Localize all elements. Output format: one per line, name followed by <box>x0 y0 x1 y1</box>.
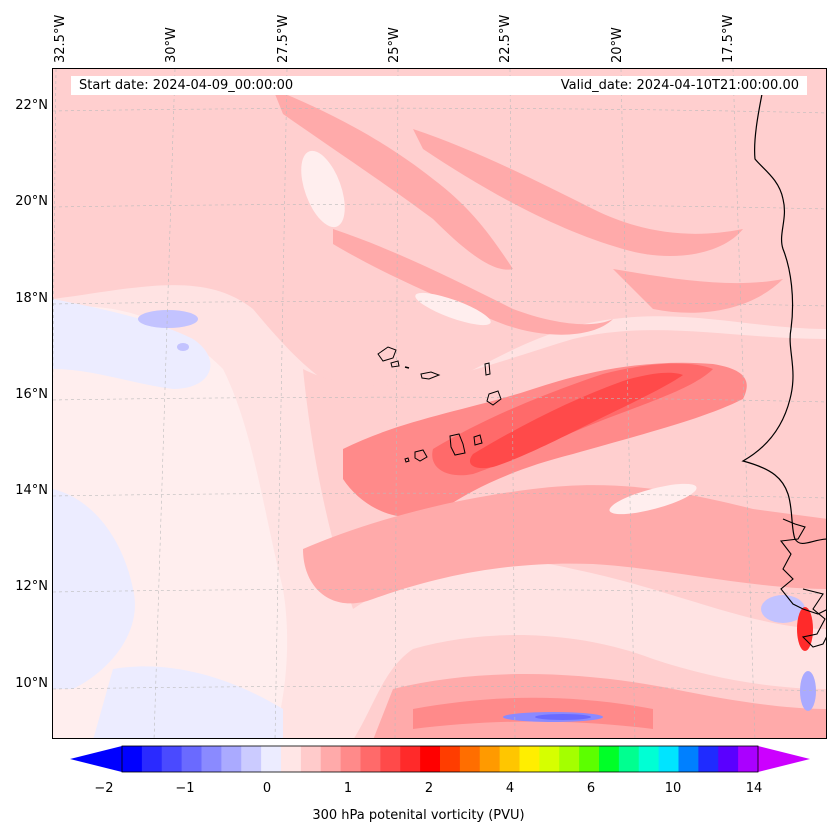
pv-blue-east-1 <box>761 595 805 623</box>
colorbar-cell <box>181 746 203 772</box>
pv-blue-strip-south-inner <box>535 714 591 720</box>
colorbar-cell <box>221 746 242 772</box>
cb-tick-neg2: −2 <box>94 781 114 796</box>
lat-label-20n: 20°N <box>15 194 48 209</box>
cb-tick-2: 2 <box>424 781 434 796</box>
pv-streak-north-2 <box>333 229 613 335</box>
colorbar-cell <box>122 746 143 772</box>
cb-tick-14: 14 <box>745 781 763 796</box>
colorbar-cell <box>400 746 421 772</box>
lat-label-22n: 22°N <box>15 98 48 113</box>
island-sao-nicolau <box>420 371 441 380</box>
graticule <box>53 69 826 738</box>
pv-streak-north-1 <box>273 89 513 270</box>
pv-blue-blob-west-2 <box>177 343 189 351</box>
island-santiago <box>449 433 466 456</box>
colorbar-cell <box>320 746 342 772</box>
colorbar-cell <box>459 746 481 772</box>
colorbar-cell <box>499 746 521 772</box>
lon-label-17-5w: 17.5°W <box>721 14 736 63</box>
colorbar-cell <box>360 746 381 772</box>
colorbar-under-arrow <box>70 746 122 772</box>
valid-date-label: Valid_date: 2024-04-10T21:00:00.00 <box>560 78 799 93</box>
colorbar-cell <box>579 746 600 772</box>
cb-tick-1: 1 <box>343 781 353 796</box>
colorbar-cell <box>618 746 640 772</box>
colorbar-cell <box>539 746 560 772</box>
pv-white-lens-2 <box>415 292 491 326</box>
pv-region-west-blue <box>53 299 211 389</box>
colorbar-title: 300 hPa potenital vorticity (PVU) <box>312 808 525 823</box>
island-santa-luzia <box>404 366 410 369</box>
island-sal <box>484 362 491 376</box>
colorbar-over-arrow <box>758 746 810 772</box>
colorbar-cell <box>141 746 163 772</box>
lon-label-30w: 30°W <box>164 27 179 63</box>
colorbar-cell <box>161 746 183 772</box>
date-info-bar: Start date: 2024-04-09_00:00:00 Valid_da… <box>71 76 807 95</box>
pv-streak-ne <box>613 269 783 313</box>
island-boa-vista <box>486 390 502 406</box>
island-santo-antao <box>377 346 397 362</box>
island-fogo <box>414 449 428 462</box>
pv-region-southwest-blue <box>53 489 135 689</box>
island-brava <box>404 457 410 463</box>
colorbar-cell <box>479 746 501 772</box>
colorbar-cell <box>340 746 362 772</box>
pv-blue-blob-west <box>138 310 198 328</box>
lon-label-22-5w: 22.5°W <box>498 14 513 63</box>
lon-label-32-5w: 32.5°W <box>53 14 68 63</box>
colorbar-outline <box>121 745 759 773</box>
colorbar-cell <box>638 746 660 772</box>
african-coastline <box>741 88 826 544</box>
colorbar-cell <box>380 746 401 772</box>
cb-tick-neg1: −1 <box>175 781 195 796</box>
cb-tick-4: 4 <box>505 781 515 796</box>
pv-band-south <box>303 485 826 604</box>
colorbar-cell <box>261 746 282 772</box>
pv-region-sw-blue-2 <box>93 666 283 738</box>
pv-map <box>52 68 827 739</box>
colorbar-cell <box>300 746 322 772</box>
colorbar-cell <box>599 746 620 772</box>
colorbar-cell <box>658 746 680 772</box>
colorbar-cells <box>122 746 759 772</box>
lon-label-27-5w: 27.5°W <box>276 14 291 63</box>
colorbar-cell <box>718 746 739 772</box>
colorbar-cell <box>440 746 461 772</box>
lat-label-10n: 10°N <box>15 676 48 691</box>
pv-red-east <box>797 607 813 651</box>
cb-tick-10: 10 <box>664 781 682 796</box>
lon-label-20w: 20°W <box>610 27 625 63</box>
senegal-gambia-coast <box>779 518 826 615</box>
cb-tick-6: 6 <box>586 781 596 796</box>
colorbar-cell <box>281 746 302 772</box>
colorbar <box>70 745 810 773</box>
lon-label-25w: 25°W <box>387 27 402 63</box>
pv-white-lens-1 <box>609 483 697 515</box>
lat-label-14n: 14°N <box>15 483 48 498</box>
pv-field-svg <box>53 69 826 738</box>
guinea-coast <box>801 588 826 648</box>
island-maio <box>473 434 483 446</box>
pv-blue-east-2 <box>800 671 816 711</box>
pv-white-lens-3 <box>301 150 345 228</box>
colorbar-cell <box>678 746 699 772</box>
lat-label-16n: 16°N <box>15 387 48 402</box>
colorbar-cell <box>241 746 262 772</box>
colorbar-cell <box>420 746 441 772</box>
colorbar-cell <box>519 746 540 772</box>
colorbar-cell <box>738 746 759 772</box>
pv-streak-north-3 <box>413 129 743 257</box>
lat-label-18n: 18°N <box>15 291 48 306</box>
lat-label-12n: 12°N <box>15 579 48 594</box>
cb-tick-0: 0 <box>262 781 272 796</box>
pv-jet-core <box>469 372 683 469</box>
colorbar-cell <box>559 746 580 772</box>
start-date-label: Start date: 2024-04-09_00:00:00 <box>79 78 294 93</box>
island-sao-vicente <box>390 360 400 368</box>
pv-region-north-pink <box>53 69 826 404</box>
colorbar-cell <box>201 746 222 772</box>
colorbar-cell <box>698 746 719 772</box>
